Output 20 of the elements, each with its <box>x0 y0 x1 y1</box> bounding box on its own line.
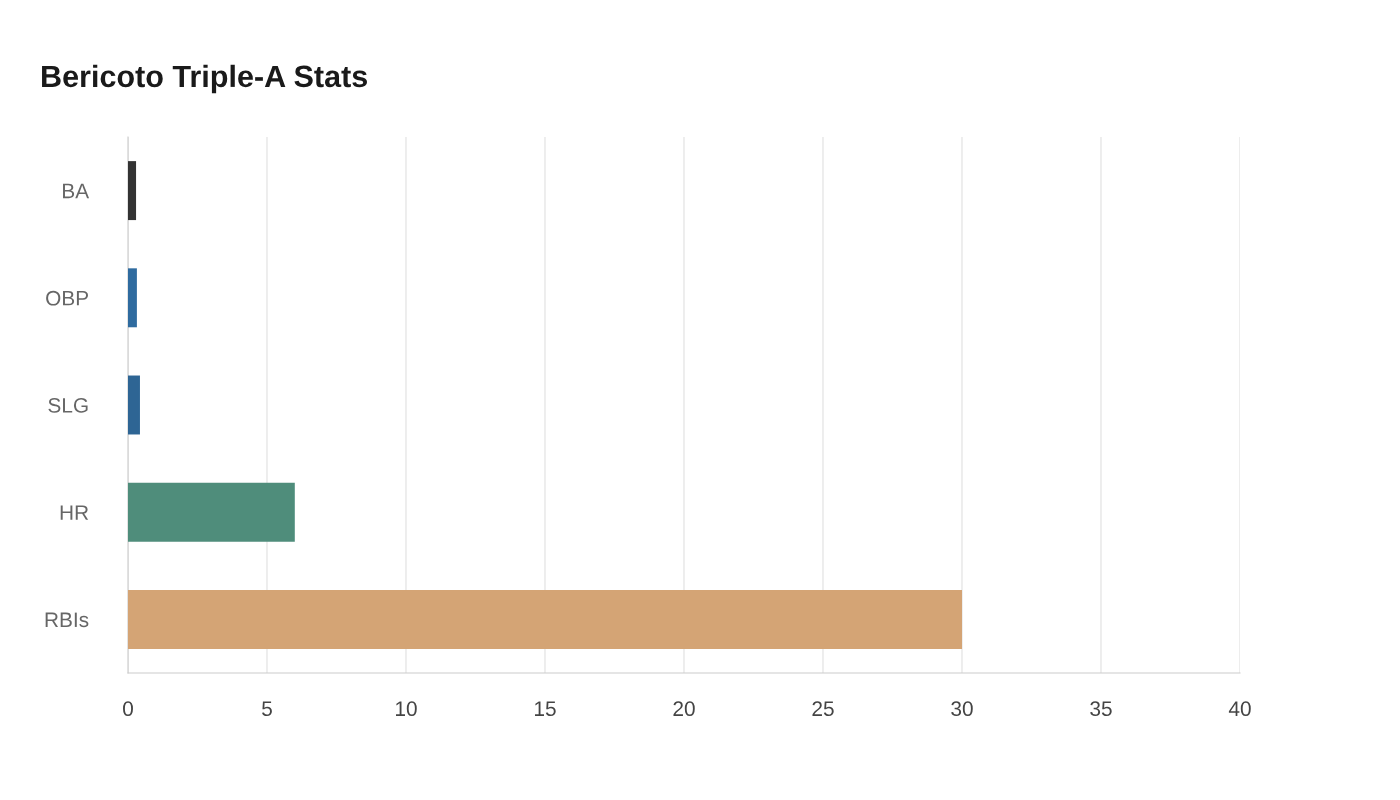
x-tick-label: 15 <box>535 701 556 717</box>
x-tick-label: 35 <box>1090 701 1112 717</box>
chart-title: Bericoto Triple-A Stats <box>42 64 367 94</box>
bar <box>128 375 140 435</box>
bar <box>128 589 962 649</box>
x-tick-label: 5 <box>262 701 272 717</box>
bar <box>128 482 295 542</box>
x-tick-label: 30 <box>951 701 973 717</box>
y-tick-label: OBP <box>46 290 89 306</box>
y-tick-label: BA <box>63 183 90 199</box>
x-tick-label: 25 <box>812 701 834 717</box>
bar <box>128 161 137 221</box>
y-tick-label: RBIs <box>45 612 89 628</box>
x-tick-label: 0 <box>123 701 133 717</box>
x-tick-label: 10 <box>396 701 417 717</box>
y-tick-label: HR <box>60 505 89 520</box>
y-tick-label: SLG <box>48 398 88 413</box>
bar <box>128 268 137 328</box>
x-tick-label: 20 <box>673 701 695 717</box>
x-tick-label: 40 <box>1228 701 1251 717</box>
